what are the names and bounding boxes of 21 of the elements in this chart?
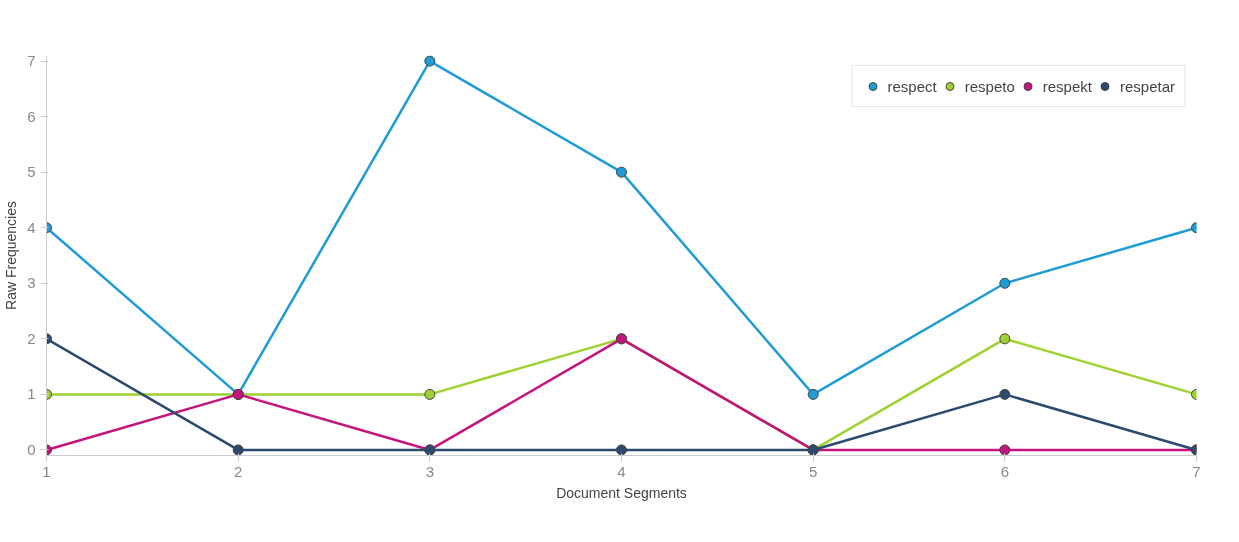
legend-label: respeto — [964, 77, 1015, 95]
y-tick-label: 2 — [27, 329, 36, 347]
y-tick-label: 7 — [27, 52, 36, 70]
x-tick-label: 6 — [1000, 462, 1010, 480]
y-tick-label: 5 — [27, 163, 36, 181]
legend-label: respect — [887, 77, 937, 95]
legend-label: respetar — [1119, 77, 1175, 95]
x-axis-title: Document Segments — [556, 484, 687, 501]
x-tick-label: 7 — [1192, 462, 1201, 480]
x-tick-label: 5 — [809, 462, 818, 480]
legend-label: respekt — [1042, 77, 1092, 95]
y-tick-label: 0 — [27, 440, 36, 458]
y-tick-label: 6 — [27, 107, 36, 125]
x-tick-label: 2 — [234, 462, 243, 480]
y-tick-label: 3 — [27, 274, 36, 292]
y-tick-label: 1 — [27, 385, 36, 403]
x-tick-label: 3 — [425, 462, 435, 480]
x-tick-label: 1 — [42, 462, 51, 480]
x-tick-label: 4 — [617, 462, 626, 480]
y-axis-title: Raw Frequencies — [3, 201, 20, 310]
y-tick-label: 4 — [27, 218, 36, 236]
